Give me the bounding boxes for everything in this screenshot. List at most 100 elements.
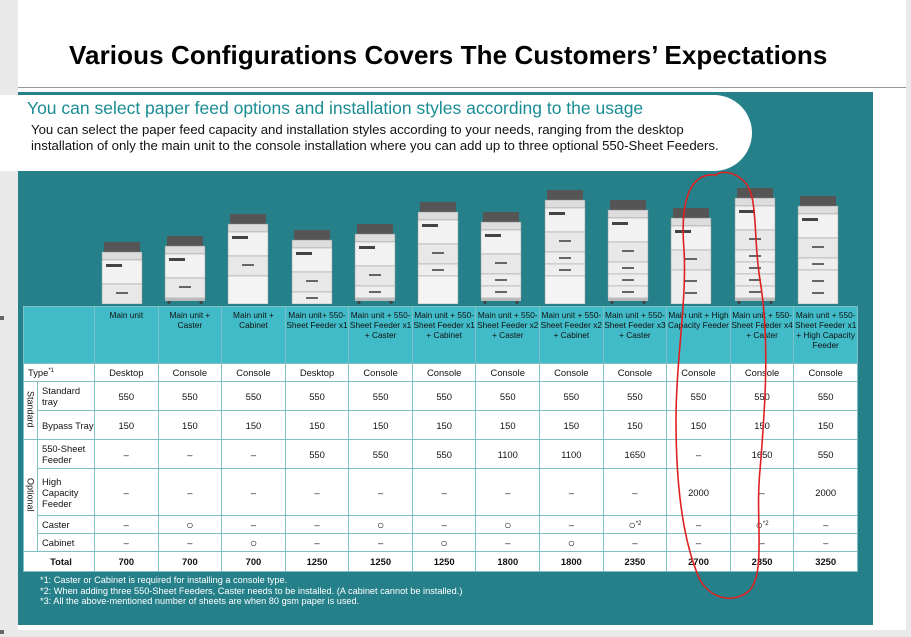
cell-value: 2000 (688, 486, 709, 498)
configuration-table: Main unit Main unit + Caster Main unit + C… (23, 306, 858, 572)
subtitle-banner (0, 95, 752, 171)
group-standard: Standard (23, 381, 38, 440)
cell-value: 1800 (497, 556, 519, 567)
footnote-2: *2: When adding three 550-Sheet Feeders,… (40, 585, 463, 596)
row-label: Type*1 (23, 363, 95, 382)
cell-value: 150 (690, 419, 707, 431)
cell-value: Console (808, 367, 843, 378)
table-cell: 2350 (729, 551, 795, 572)
cell-value: 150 (245, 419, 262, 431)
table-cell: 2000 (793, 468, 858, 516)
table-row: Standard Standard tray 550 550 550 550 550 550 5… (23, 381, 858, 440)
cell-value: 3250 (815, 556, 837, 567)
cell-value: – (123, 448, 129, 460)
table-cell: 550 (411, 439, 477, 469)
table-cell: 1800 (475, 551, 541, 572)
cell-value: ○ (628, 517, 636, 532)
column-header: Main unit + 550-Sheet Feeder x2 + Caster (475, 306, 541, 364)
cell-value: – (123, 537, 129, 548)
table-cell: Console (793, 363, 858, 382)
table-cell: – (729, 468, 795, 516)
table-cell: – (475, 468, 541, 516)
cell-value: ○ (249, 535, 258, 550)
cell-value: Desktop (109, 367, 144, 378)
table-row: Type*1 Desktop Console Console Desktop Consol… (23, 363, 858, 382)
cell-value: 700 (118, 556, 135, 567)
cell-value: – (187, 537, 193, 548)
cell-value: 550 (182, 390, 198, 402)
selection-handle-bottom[interactable] (0, 630, 4, 634)
header-corner (23, 306, 95, 364)
table-cell: 550 (729, 381, 795, 411)
cell-value: – (250, 448, 257, 460)
cell-value: – (568, 519, 574, 530)
cell-value: Console (744, 367, 780, 378)
cell-value: – (441, 519, 447, 530)
table-cell: – (157, 468, 223, 516)
table-cell: – (602, 468, 668, 516)
row-label: Bypass Tray (37, 410, 95, 440)
table-cell: 1650 (729, 439, 795, 469)
table-cell: – (539, 515, 604, 534)
table-cell: 150 (157, 410, 223, 440)
cell-value: 150 (118, 419, 135, 431)
cell-value: 550 (754, 390, 770, 402)
table-cell: – (284, 533, 350, 552)
table-cell: – (284, 468, 350, 516)
cell-value: – (632, 486, 638, 498)
table-cell: 1250 (348, 551, 413, 572)
table-cell: 150 (539, 410, 604, 440)
cell-value: 2000 (815, 486, 837, 498)
footnote-ref: *2 (635, 520, 642, 527)
table-cell: Console (539, 363, 604, 382)
cell-value: – (505, 537, 511, 548)
row-label: Cabinet (37, 533, 95, 552)
table-cell: Console (348, 363, 413, 382)
printer-image (291, 230, 332, 304)
cell-value: 550 (118, 390, 135, 402)
selection-handle-left[interactable] (0, 316, 4, 320)
table-cell: 150 (221, 410, 286, 440)
cell-value: – (250, 486, 257, 498)
row-label: Caster (37, 515, 95, 534)
table-cell: – (793, 533, 858, 552)
table-cell: Console (411, 363, 477, 382)
table-cell: 1800 (539, 551, 604, 572)
printer-image (164, 236, 206, 304)
cell-value: ○ (376, 517, 385, 532)
table-cell: 150 (284, 410, 350, 440)
cell-value: – (123, 486, 129, 498)
table-cell: ○ (539, 533, 604, 552)
table-cell: 550 (793, 439, 858, 469)
row-label: 550-Sheet Feeder (37, 439, 95, 469)
table-cell: 700 (94, 551, 159, 572)
table-cell: 550 (475, 381, 541, 411)
table-cell: – (94, 515, 159, 534)
cell-value: Console (490, 367, 525, 378)
column-header: Main unit + 550-Sheet Feeder x2 + Cabine… (539, 306, 604, 364)
description: You can select the paper feed capacity a… (31, 122, 719, 153)
table-cell: – (793, 515, 858, 534)
table-cell: Desktop (94, 363, 159, 382)
table-cell: 550 (602, 381, 668, 411)
column-header: Main unit + 550-Sheet Feeder x3 + Caster (602, 306, 668, 364)
table-cell: ○ (221, 533, 286, 552)
table-cell: 150 (348, 410, 413, 440)
cell-value: – (695, 537, 702, 548)
table-cell: 150 (411, 410, 477, 440)
cell-value: – (695, 448, 702, 460)
table-cell: – (221, 468, 286, 516)
footnote-3: *3: All the above-mentioned number of sh… (40, 596, 360, 607)
cell-value: 2350 (751, 556, 773, 567)
cell-value: 150 (563, 419, 580, 431)
table-cell: Console (157, 363, 223, 382)
table-cell: 550 (157, 381, 223, 411)
cell-value: Console (426, 367, 462, 378)
table-cell: – (411, 515, 477, 534)
table-cell: Console (729, 363, 795, 382)
cell-value: 150 (499, 419, 516, 431)
cell-value: – (187, 486, 193, 498)
table-cell: 550 (284, 439, 350, 469)
table-cell: 3250 (793, 551, 858, 572)
table-cell: ○ (475, 515, 541, 534)
